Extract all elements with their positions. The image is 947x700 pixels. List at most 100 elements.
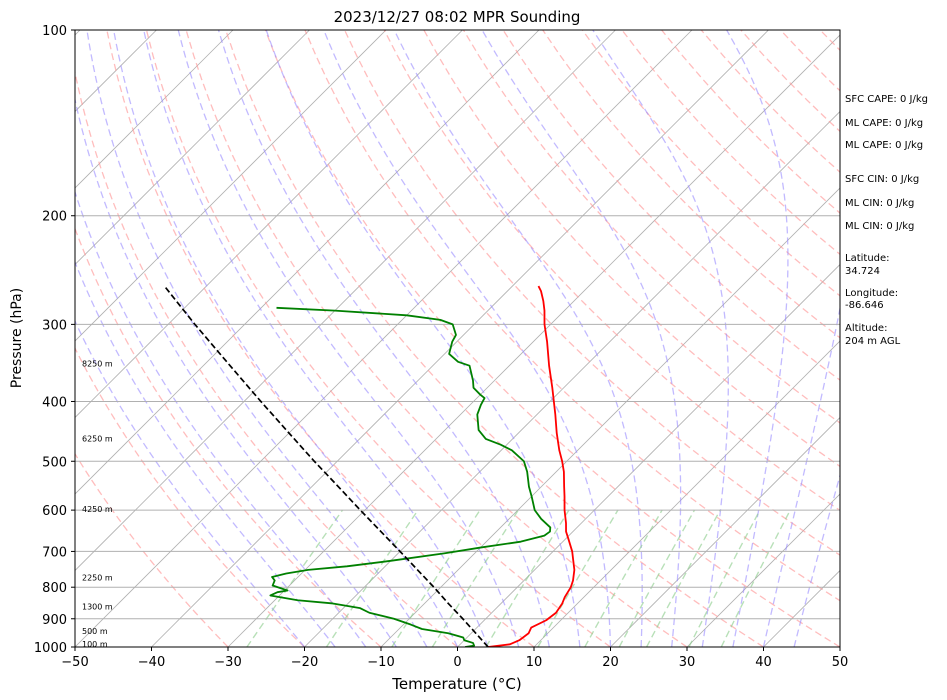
isotherm-line: [75, 30, 310, 266]
x-tick-label: −10: [367, 655, 394, 670]
x-tick-label: −30: [214, 655, 241, 670]
height-label: 500 m: [82, 627, 108, 636]
index-text: SFC CAPE: 0 J/kg: [845, 94, 928, 105]
dry-adiabat-line: [185, 30, 688, 647]
sounding-traces: [163, 285, 576, 647]
dry-adiabat-line: [145, 30, 611, 647]
moist-adiabat-line: [177, 30, 520, 647]
isotherm-line: [533, 340, 840, 647]
index-text: ML CIN: 0 J/kg: [845, 221, 914, 232]
moist-adiabat-line: [143, 30, 489, 647]
index-text: ML CIN: 0 J/kg: [845, 198, 914, 209]
isotherm-line: [151, 30, 769, 647]
moist-adiabat-line: [217, 30, 550, 647]
isotherm-line: [227, 34, 840, 647]
moist-adiabat-line: [75, 319, 306, 647]
height-label: 4250 m: [82, 505, 113, 514]
temperature-line: [487, 285, 576, 647]
moist-adiabat-line: [265, 30, 581, 647]
index-text: ML CAPE: 0 J/kg: [845, 140, 923, 151]
height-label: 1300 m: [82, 602, 113, 611]
x-tick-label: 50: [832, 655, 849, 670]
x-tick-label: −40: [138, 655, 165, 670]
y-axis-ticks: 100 200 300 400 500 600 700 800 900 1000: [34, 24, 75, 656]
index-text: ML CAPE: 0 J/kg: [845, 118, 923, 129]
y-tick-label: 700: [42, 545, 67, 560]
dry-adiabat-line: [423, 30, 840, 468]
dry-adiabat-line: [75, 452, 229, 647]
x-tick-label: −20: [291, 655, 318, 670]
dry-adiabat-line: [581, 30, 840, 297]
moist-adiabat-line: [75, 96, 397, 647]
y-tick-label: 1000: [34, 641, 67, 656]
x-axis-label: Temperature (°C): [391, 675, 521, 693]
moist-adiabat-line: [113, 30, 459, 647]
parcel-line: [163, 285, 489, 647]
moist-adiabat-line: [393, 30, 643, 647]
height-label: 2250 m: [82, 573, 113, 582]
isotherm-line: [75, 30, 693, 647]
location-label: Latitude:: [845, 253, 890, 264]
isotherm-line: [75, 30, 616, 572]
moist-adiabat-line: [592, 30, 729, 647]
moist-adiabat-line: [726, 30, 789, 647]
location-value: -86.646: [845, 300, 884, 311]
y-tick-label: 200: [42, 210, 67, 225]
x-axis-ticks: −50 −40 −30 −20 −10 0 10 20 30 40 50: [61, 647, 848, 670]
y-tick-label: 800: [42, 581, 67, 596]
isotherm-line: [75, 30, 540, 495]
location-label: Longitude:: [845, 288, 898, 299]
dewpoint-line: [269, 306, 552, 647]
y-tick-label: 100: [42, 24, 67, 39]
dry-adiabat-line: [304, 30, 840, 602]
y-axis-label: Pressure (hPa): [9, 288, 25, 388]
dry-adiabat-line: [502, 30, 840, 381]
y-tick-label: 300: [42, 318, 67, 333]
height-label: 100 m: [82, 640, 108, 649]
dry-adiabat-line: [106, 30, 535, 647]
height-label: 6250 m: [82, 434, 113, 443]
y-tick-label: 500: [42, 455, 67, 470]
isotherm-line: [686, 493, 840, 647]
x-tick-label: 0: [453, 655, 461, 670]
moist-adiabat-line: [481, 30, 682, 647]
x-tick-label: 40: [755, 655, 772, 670]
dry-adiabat-line: [75, 226, 382, 647]
dry-adiabat-line: [75, 346, 305, 647]
dry-adiabat-line: [264, 30, 840, 647]
y-tick-label: 400: [42, 395, 67, 410]
location-value: 34.724: [845, 266, 880, 277]
x-tick-label: −50: [61, 655, 88, 670]
x-tick-label: 30: [679, 655, 696, 670]
moist-adiabat-line: [75, 190, 367, 647]
location-label: Altitude:: [845, 323, 887, 334]
isotherm-line: [75, 30, 387, 342]
sounding-info-panel: SFC CAPE: 0 J/kg ML CAPE: 0 J/kg ML CAPE: …: [845, 94, 928, 347]
moist-adiabat-line: [86, 30, 428, 647]
moist-adiabat-line: [793, 473, 840, 647]
dry-adiabat-line: [462, 30, 840, 424]
isotherm-line: [75, 30, 463, 419]
isotherm-line: [380, 187, 840, 647]
height-labels: 100 m 500 m 1300 m 2250 m 4250 m 6250 m 8250 m: [82, 359, 113, 648]
isotherm-line: [610, 416, 840, 647]
dry-adiabat-line: [75, 69, 458, 647]
moist-adiabat-line: [75, 260, 336, 647]
background-lines: [75, 30, 840, 647]
y-tick-label: 600: [42, 504, 67, 519]
dry-adiabat-line: [225, 30, 764, 647]
dry-adiabat-line: [344, 30, 840, 556]
chart-title: 2023/12/27 08:02 MPR Sounding: [334, 8, 581, 26]
location-value: 204 m AGL: [845, 336, 901, 347]
x-tick-label: 10: [526, 655, 543, 670]
moist-adiabat-line: [762, 305, 840, 647]
isotherm-line: [75, 30, 234, 189]
height-label: 8250 m: [82, 359, 113, 368]
y-tick-label: 900: [42, 613, 67, 628]
dry-adiabat-line: [542, 30, 840, 339]
index-text: SFC CIN: 0 J/kg: [845, 174, 919, 185]
x-tick-label: 20: [602, 655, 619, 670]
isotherm-line: [304, 110, 840, 647]
dry-adiabat-line: [383, 30, 840, 512]
